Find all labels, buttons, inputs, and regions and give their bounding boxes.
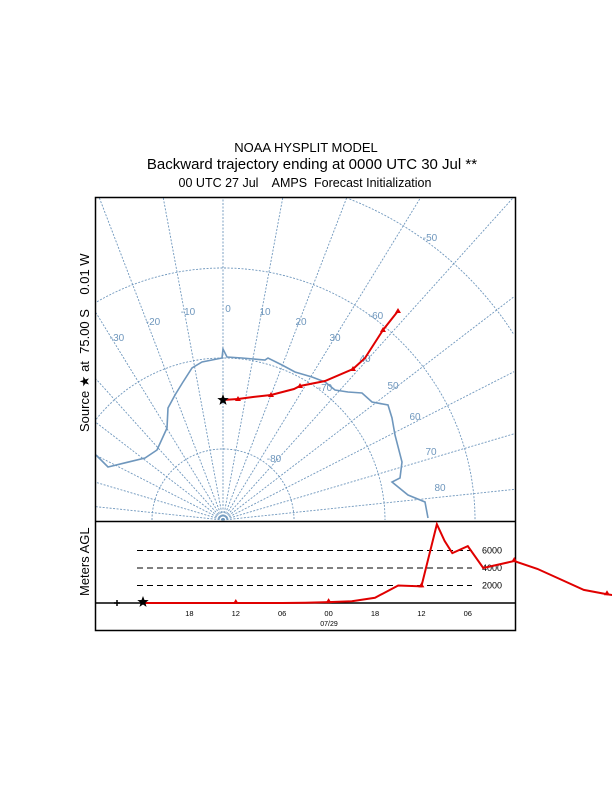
longitude-label: 20 bbox=[295, 317, 307, 328]
meridian-line bbox=[222, 296, 515, 521]
latitude-label: -80 bbox=[267, 454, 282, 465]
longitude-label: -10 bbox=[181, 307, 196, 318]
x-tick-label: 18 bbox=[185, 609, 193, 618]
map-labels: -50 -60 -70 -80 -30 -20 -10 0 10 20 30 40 50 60 70 80 bbox=[110, 233, 446, 494]
meridian-line bbox=[222, 197, 514, 521]
latitude-circle bbox=[349, 198, 515, 335]
source-label: Source ★ at 75.00 S 0.01 W bbox=[77, 253, 92, 432]
latitude-circle bbox=[96, 267, 476, 520]
trajectory-marker bbox=[380, 327, 386, 332]
chart-subtitle-2: 00 UTC 27 Jul AMPS Forecast Initializati… bbox=[179, 176, 432, 190]
x-tick-label: 06 bbox=[464, 609, 472, 618]
trajectory-marker bbox=[268, 392, 274, 397]
x-tick-label: 00 bbox=[324, 609, 332, 618]
figure-frame bbox=[94, 196, 517, 632]
height-marker bbox=[232, 599, 239, 604]
height-marker bbox=[511, 557, 518, 562]
meridian-line bbox=[98, 197, 224, 521]
longitude-label: 10 bbox=[259, 307, 271, 318]
meridian-line bbox=[222, 197, 348, 521]
latitude-label: -50 bbox=[423, 233, 438, 244]
longitude-label: 0 bbox=[225, 304, 231, 315]
latitude-label: -60 bbox=[369, 311, 384, 322]
trajectory-marker bbox=[395, 308, 401, 313]
longitude-label: 50 bbox=[387, 381, 399, 392]
gridline-label: 4000 bbox=[482, 563, 502, 573]
height-line bbox=[143, 521, 612, 604]
longitude-label: 80 bbox=[434, 483, 446, 494]
meridian-line bbox=[95, 506, 224, 521]
chart-subtitle: Backward trajectory ending at 0000 UTC 3… bbox=[147, 156, 477, 173]
meridian-line bbox=[222, 488, 515, 521]
x-tick-label: 12 bbox=[417, 609, 425, 618]
longitude-label: 60 bbox=[409, 412, 421, 423]
height-marker bbox=[604, 590, 610, 596]
longitude-label: 70 bbox=[425, 447, 437, 458]
height-marker bbox=[325, 598, 332, 604]
latitude-circle bbox=[95, 357, 386, 520]
meridian-line bbox=[222, 371, 515, 521]
height-panel: 2000 4000 6000 18 12 06 00 18 12 06 bbox=[114, 521, 612, 618]
x-tick-label: 06 bbox=[278, 609, 286, 618]
trajectory-line bbox=[222, 310, 399, 401]
trajectory-marker bbox=[297, 383, 303, 388]
y-axis-label: Meters AGL bbox=[77, 527, 92, 596]
meridian-line bbox=[95, 422, 224, 521]
date-label: 07/29 bbox=[320, 621, 338, 628]
x-tick-label: 12 bbox=[232, 609, 240, 618]
meridian-line bbox=[95, 454, 224, 521]
source-star-icon bbox=[137, 596, 149, 607]
trajectory-marker bbox=[350, 366, 356, 371]
plus-marker-icon bbox=[114, 600, 120, 606]
antarctica-coastline bbox=[95, 346, 429, 519]
latitude-circle bbox=[151, 448, 295, 520]
meridian-line bbox=[95, 481, 224, 521]
gridline-label: 2000 bbox=[482, 581, 502, 591]
longitude-label: 30 bbox=[329, 333, 341, 344]
meridian-line bbox=[95, 378, 224, 521]
height-marker bbox=[418, 582, 425, 588]
gridline-label: 6000 bbox=[482, 546, 502, 556]
latitude-label: -70 bbox=[318, 383, 333, 394]
trajectory-marker bbox=[235, 396, 241, 401]
chart-title: NOAA HYSPLIT MODEL bbox=[234, 140, 378, 155]
longitude-label: 40 bbox=[359, 354, 371, 365]
x-tick-label: 18 bbox=[371, 609, 379, 618]
map-panel bbox=[95, 197, 515, 521]
meridian-line bbox=[222, 433, 515, 521]
trajectory-map bbox=[217, 308, 401, 405]
longitude-label: -30 bbox=[110, 333, 125, 344]
longitude-label: -20 bbox=[146, 317, 161, 328]
source-star-icon bbox=[217, 394, 229, 405]
